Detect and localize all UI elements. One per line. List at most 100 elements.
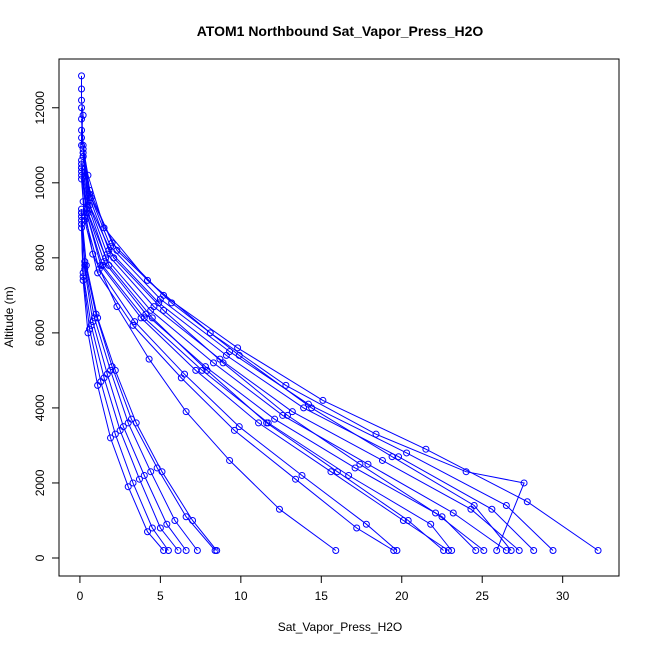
x-tick-label: 0 bbox=[77, 589, 84, 603]
data-point bbox=[206, 329, 214, 337]
series-line bbox=[81, 160, 507, 551]
series-line bbox=[82, 201, 337, 551]
data-point bbox=[160, 306, 168, 314]
data-point bbox=[84, 209, 92, 217]
data-point bbox=[78, 126, 86, 134]
data-point bbox=[393, 546, 401, 554]
data-point bbox=[81, 265, 89, 273]
data-point bbox=[156, 524, 164, 532]
series-profile-23 bbox=[78, 72, 87, 149]
data-point bbox=[275, 505, 283, 513]
data-point bbox=[332, 546, 340, 554]
data-point bbox=[345, 471, 353, 479]
data-point bbox=[78, 115, 86, 123]
data-point bbox=[378, 456, 386, 464]
x-tick-label: 25 bbox=[476, 589, 490, 603]
series-line bbox=[81, 171, 449, 551]
data-point bbox=[502, 501, 510, 509]
data-point bbox=[488, 505, 496, 513]
series-line bbox=[82, 152, 535, 551]
data-point bbox=[230, 426, 238, 434]
series-profile-7 bbox=[78, 160, 480, 554]
data-point bbox=[164, 546, 172, 554]
data-point bbox=[78, 171, 86, 179]
series-profile-21 bbox=[79, 149, 515, 554]
y-tick-label: 6000 bbox=[33, 319, 47, 346]
data-point bbox=[78, 213, 86, 221]
data-point bbox=[226, 456, 234, 464]
data-point bbox=[300, 404, 308, 412]
data-point bbox=[131, 318, 139, 326]
data-point bbox=[78, 220, 86, 228]
data-point bbox=[87, 194, 95, 202]
x-tick-label: 20 bbox=[395, 589, 409, 603]
data-point bbox=[288, 408, 296, 416]
data-point bbox=[351, 464, 359, 472]
data-point bbox=[105, 261, 113, 269]
data-point bbox=[219, 359, 227, 367]
data-point bbox=[470, 501, 478, 509]
data-point bbox=[87, 321, 95, 329]
data-point bbox=[279, 411, 287, 419]
y-tick-label: 0 bbox=[33, 554, 47, 561]
data-point bbox=[78, 224, 86, 232]
data-point bbox=[440, 546, 448, 554]
data-point bbox=[129, 479, 137, 487]
data-point bbox=[89, 250, 97, 258]
series-line bbox=[82, 156, 485, 551]
data-point bbox=[78, 96, 86, 104]
data-point bbox=[78, 164, 86, 172]
data-point bbox=[113, 246, 121, 254]
data-point bbox=[222, 351, 230, 359]
series-layer bbox=[78, 72, 602, 554]
data-point bbox=[89, 318, 97, 326]
data-point bbox=[78, 216, 86, 224]
data-point bbox=[480, 546, 488, 554]
series-profile-19 bbox=[78, 224, 168, 554]
series-line bbox=[81, 107, 599, 551]
data-point bbox=[353, 524, 361, 532]
data-point bbox=[234, 344, 242, 352]
y-axis-label: Altitude (m) bbox=[2, 286, 16, 347]
data-point bbox=[298, 471, 306, 479]
series-profile-14 bbox=[78, 205, 219, 554]
data-point bbox=[148, 524, 156, 532]
data-point bbox=[174, 546, 182, 554]
data-point bbox=[79, 111, 87, 119]
series-line bbox=[81, 118, 554, 551]
data-point bbox=[362, 520, 370, 528]
data-point bbox=[182, 408, 190, 416]
y-tick-label: 10000 bbox=[33, 166, 47, 200]
x-tick-label: 15 bbox=[315, 589, 329, 603]
series-profile-20 bbox=[79, 153, 488, 554]
data-point bbox=[171, 516, 179, 524]
series-profile-5 bbox=[78, 156, 510, 554]
data-point bbox=[148, 314, 156, 322]
series-profile-10 bbox=[78, 171, 401, 554]
data-point bbox=[106, 434, 114, 442]
data-point bbox=[507, 546, 515, 554]
data-point bbox=[549, 546, 557, 554]
series-line bbox=[81, 209, 216, 551]
data-point bbox=[92, 310, 100, 318]
data-point bbox=[308, 404, 316, 412]
data-point bbox=[520, 479, 528, 487]
data-point bbox=[94, 381, 102, 389]
data-point bbox=[493, 546, 501, 554]
data-point bbox=[427, 520, 435, 528]
data-point bbox=[140, 471, 148, 479]
series-line bbox=[82, 156, 520, 551]
data-point bbox=[79, 276, 87, 284]
data-point bbox=[193, 546, 201, 554]
data-point bbox=[203, 366, 211, 374]
data-point bbox=[144, 276, 152, 284]
series-line bbox=[81, 167, 444, 551]
x-axis-label: Sat_Vapor_Press_H2O bbox=[278, 620, 403, 634]
series-profile-3 bbox=[79, 149, 538, 554]
data-point bbox=[235, 351, 243, 359]
data-point bbox=[153, 464, 161, 472]
data-point bbox=[135, 475, 143, 483]
series-line bbox=[81, 167, 452, 551]
data-point bbox=[235, 423, 243, 431]
